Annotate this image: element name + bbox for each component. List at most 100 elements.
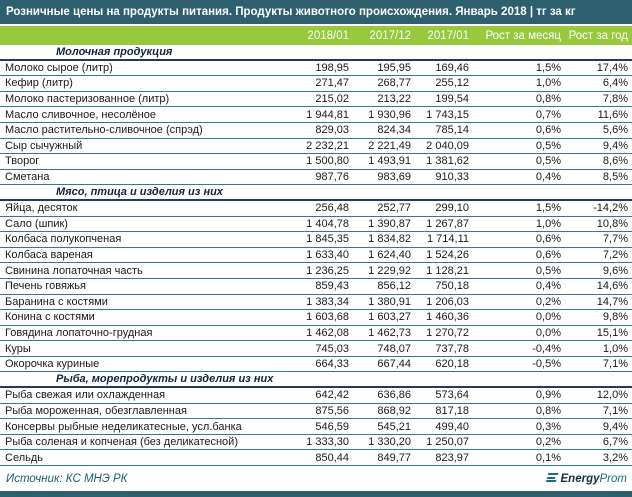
value-cell: 1 270,72 — [426, 326, 469, 339]
value-cell: 1 603,27 — [368, 311, 411, 324]
value-cell: 1 462,08 — [306, 326, 349, 339]
footer: Источник: КС МНЭ РК EnergyProm — [0, 466, 632, 491]
product-name: Печень говяжья — [5, 280, 86, 293]
value-cell: 213,22 — [377, 93, 411, 106]
value-cell: 0,9% — [535, 389, 561, 402]
column-header-2017-01: 2017/01 — [427, 29, 469, 42]
value-cell: 545,21 — [377, 420, 411, 433]
table-row: Конина с костями 1 603,68 1 603,27 1 460,36… — [0, 310, 632, 326]
product-name: Рыба соленая и копченая (без деликатесно… — [5, 436, 238, 449]
value-cell: 0,2% — [535, 295, 561, 308]
column-header-2017-12: 2017/12 — [369, 29, 411, 42]
page-title: Розничные цены на продукты питания. Прод… — [6, 6, 576, 18]
value-cell: 0,6% — [535, 249, 561, 262]
energyprom-logo: EnergyProm — [544, 473, 627, 485]
column-header-month-growth: Рост за месяц — [485, 29, 561, 42]
value-cell: 573,64 — [435, 389, 469, 402]
value-cell: 9,4% — [602, 139, 628, 152]
value-cell: 1 500,80 — [306, 155, 349, 168]
value-cell: 14,7% — [596, 295, 628, 308]
product-name: Молоко пастеризованное (литр) — [5, 93, 170, 106]
value-cell: 2 040,09 — [426, 139, 469, 152]
product-name: Куры — [5, 342, 31, 355]
value-cell: 0,5% — [535, 139, 561, 152]
table-row: Молоко сырое (литр) 198,95 195,95 169,46 1,5… — [0, 61, 632, 77]
value-cell: 10,8% — [596, 217, 628, 230]
product-name: Рыба мороженная, обезглавленная — [5, 404, 187, 417]
value-cell: 252,77 — [377, 202, 411, 215]
table-row: Масло растительно-сливочное (спрэд) 829,0… — [0, 123, 632, 139]
table-row: Окорочка куриные 664,33 667,44 620,18 -0,5% 7… — [0, 357, 632, 373]
value-cell: 17,4% — [596, 61, 628, 74]
value-cell: 255,12 — [435, 77, 469, 90]
value-cell: 0,5% — [535, 155, 561, 168]
value-cell: 1 603,68 — [306, 311, 349, 324]
value-cell: 750,18 — [435, 280, 469, 293]
value-cell: 7,1% — [602, 358, 628, 371]
value-cell: 8,6% — [602, 155, 628, 168]
table-row: Рыба свежая или охлажденная 642,42 636,86 5… — [0, 388, 632, 404]
column-header-row: 2018/01 2017/12 2017/01 Рост за месяц Ро… — [0, 26, 632, 45]
value-cell: 9,8% — [602, 311, 628, 324]
value-cell: 2 221,49 — [368, 139, 411, 152]
section-header-row: Мясо, птица и изделия из них — [0, 185, 632, 201]
table-row: Кефир (литр) 271,47 268,77 255,12 1,0% 6,4% — [0, 76, 632, 92]
table-row: Рыба соленая и копченая (без деликатесно… — [0, 435, 632, 451]
value-cell: -0,5% — [532, 358, 561, 371]
value-cell: 0,8% — [535, 404, 561, 417]
value-cell: -0,4% — [532, 342, 561, 355]
value-cell: 11,6% — [597, 108, 628, 121]
value-cell: 1,0% — [535, 77, 561, 90]
product-name: Молоко сырое (литр) — [5, 61, 113, 74]
value-cell: 850,44 — [315, 451, 349, 464]
table-row: Свинина лопаточная часть 1 236,25 1 229,92… — [0, 263, 632, 279]
value-cell: 868,92 — [377, 404, 411, 417]
table-row: Сельдь 850,44 849,77 823,97 0,1% 3,2% — [0, 450, 632, 467]
product-name: Сметана — [5, 171, 50, 184]
value-cell: 2 232,21 — [306, 139, 349, 152]
value-cell: 1 404,78 — [306, 217, 349, 230]
value-cell: 620,18 — [435, 358, 469, 371]
value-cell: 1 743,15 — [426, 108, 469, 121]
product-name: Кефир (литр) — [5, 77, 73, 90]
table-row: Яйца, десяток 256,48 252,77 299,10 1,5% -14,2… — [0, 201, 632, 217]
value-cell: 198,95 — [315, 61, 349, 74]
value-cell: 1 206,03 — [426, 295, 469, 308]
title-divider — [0, 24, 632, 26]
value-cell: 910,33 — [435, 171, 469, 184]
value-cell: 299,10 — [435, 202, 469, 215]
value-cell: 748,07 — [377, 342, 411, 355]
value-cell: 8,5% — [602, 171, 628, 184]
value-cell: 0,2% — [535, 436, 561, 449]
value-cell: 1 524,26 — [426, 249, 469, 262]
product-name: Баранина с костями — [5, 295, 108, 308]
table-row: Говядина лопаточно-грудная 1 462,08 1 462,… — [0, 326, 632, 342]
value-cell: 817,18 — [435, 404, 469, 417]
value-cell: -14,2% — [593, 202, 628, 215]
value-cell: 195,95 — [377, 61, 411, 74]
product-name: Сельдь — [5, 451, 43, 464]
product-name: Сыр сычужный — [5, 139, 83, 152]
table-row: Рыба мороженная, обезглавленная 875,56 868… — [0, 404, 632, 420]
value-cell: 856,12 — [377, 280, 411, 293]
product-name: Творог — [5, 155, 40, 168]
product-name: Колбаса полукопченая — [5, 233, 122, 246]
value-cell: 0,4% — [535, 280, 561, 293]
section-title: Молочная продукция — [56, 45, 173, 58]
product-name: Конина с костями — [5, 311, 95, 324]
table-row: Молоко пастеризованное (литр) 215,02 213,2… — [0, 92, 632, 108]
value-cell: 1 333,30 — [306, 436, 349, 449]
value-cell: 1 834,82 — [368, 233, 411, 246]
value-cell: 199,54 — [435, 93, 469, 106]
value-cell: 1 128,21 — [426, 264, 469, 277]
value-cell: 0,6% — [535, 124, 561, 137]
table-row: Консервы рыбные неделикатесные, усл.банк… — [0, 419, 632, 435]
product-name: Свинина лопаточная часть — [5, 264, 143, 277]
table-row: Баранина с костями 1 383,34 1 380,91 1 206,… — [0, 295, 632, 311]
value-cell: 859,43 — [315, 280, 349, 293]
title-bar: Розничные цены на продукты питания. Прод… — [0, 0, 632, 24]
table-row: Сыр сычужный 2 232,21 2 221,49 2 040,09 0,5%… — [0, 139, 632, 155]
value-cell: 0,0% — [535, 311, 561, 324]
value-cell: 0,3% — [535, 420, 561, 433]
